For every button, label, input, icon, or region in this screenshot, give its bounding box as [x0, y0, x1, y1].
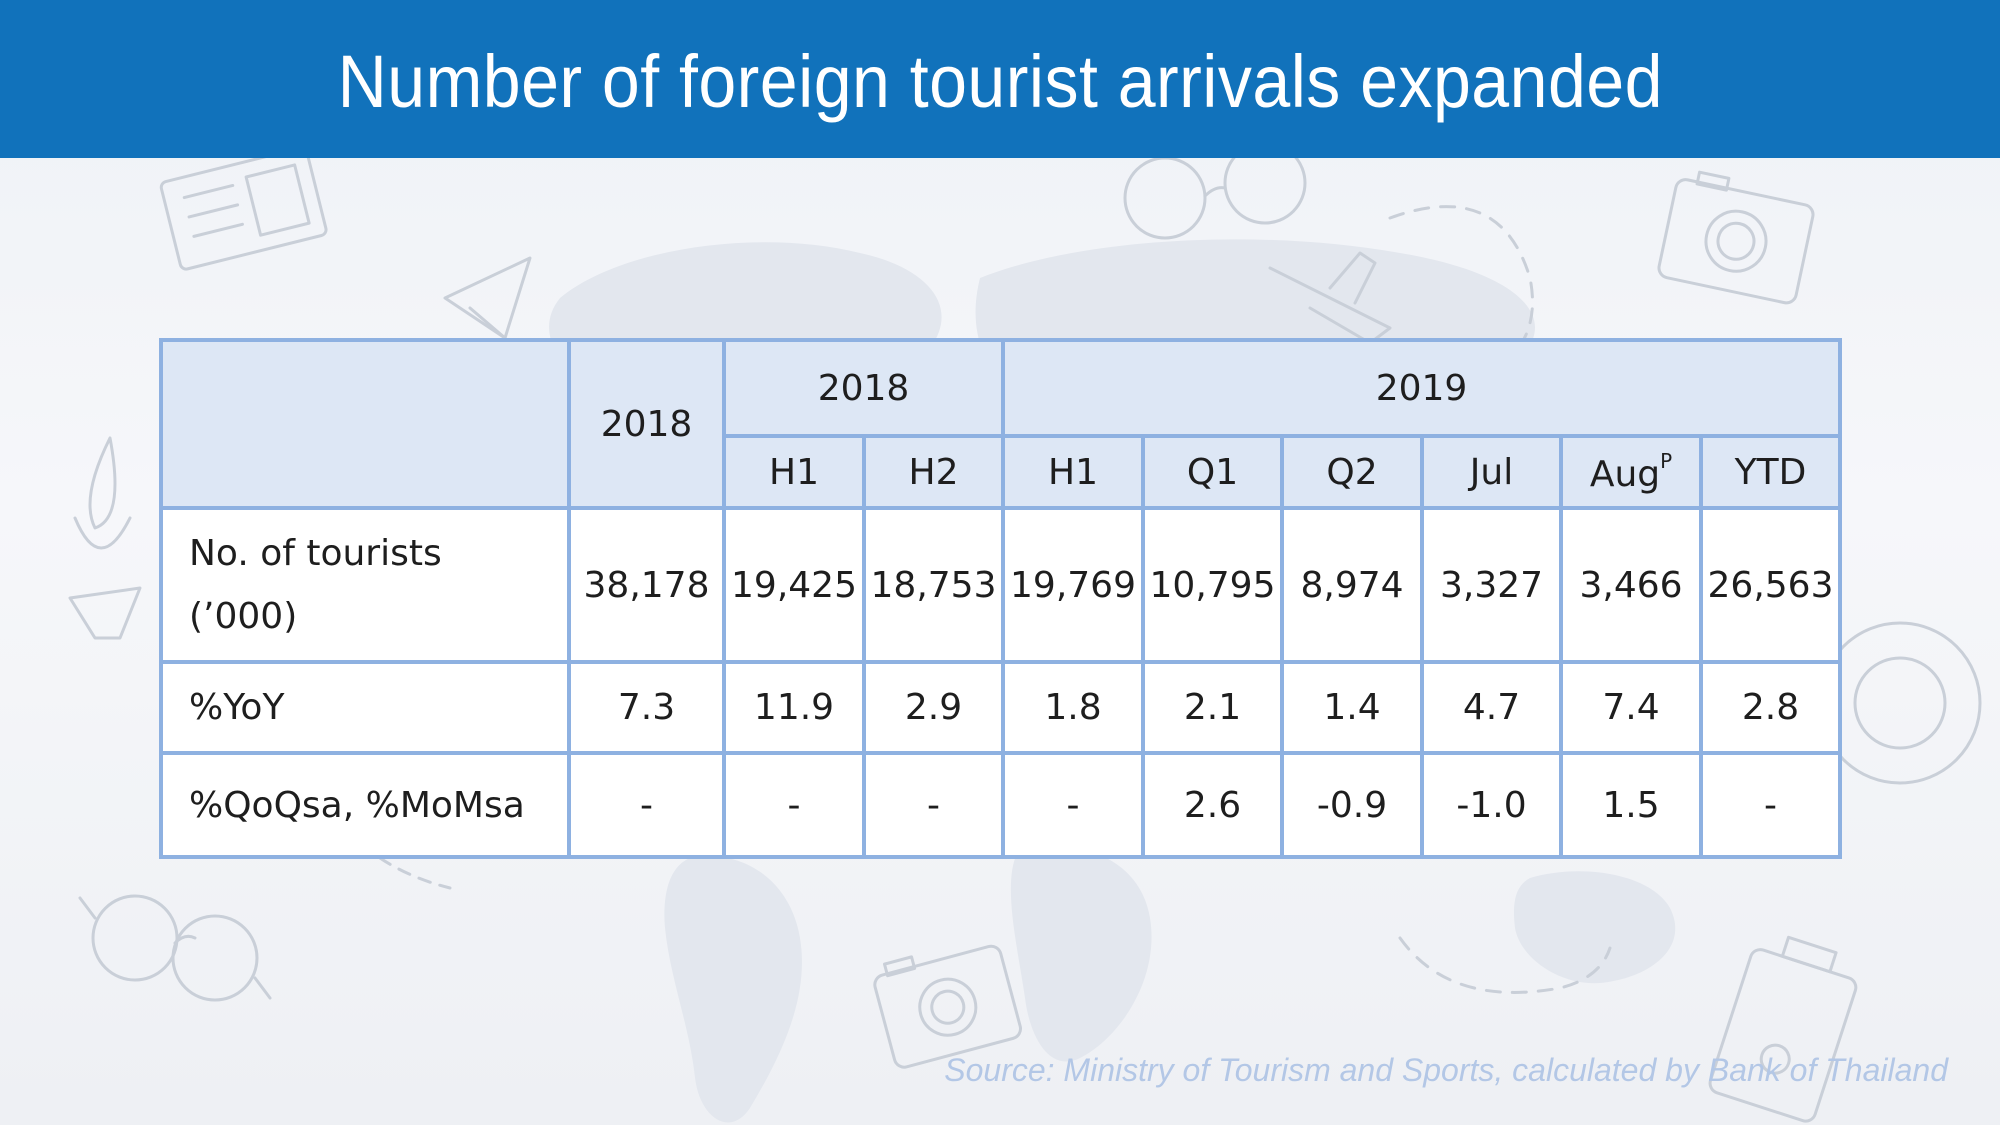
paper-plane-icon — [445, 258, 530, 338]
table-cell: - — [1699, 751, 1842, 859]
table-cell: 3,327 — [1420, 506, 1563, 664]
map-continent-south-america — [664, 856, 802, 1123]
row-label-tourists: No. of tourists (’000) — [159, 506, 571, 664]
table-cell: - — [567, 751, 726, 859]
flight-path — [1390, 207, 1533, 358]
dashed-path-left — [380, 858, 450, 888]
table-cell: 1.4 — [1280, 660, 1424, 755]
table-row: %YoY 7.3 11.9 2.9 1.8 2.1 1.4 4.7 7.4 2.… — [159, 660, 1842, 755]
map-continent-australia — [1513, 871, 1676, 984]
table-cell: 2.1 — [1141, 660, 1284, 755]
table-cell: - — [1001, 751, 1145, 859]
corner-cell — [159, 338, 571, 510]
lifebuoy-icon — [1820, 623, 1980, 783]
header-2018-h2: H2 — [862, 434, 1005, 510]
header-aug-label: Aug — [1589, 454, 1661, 495]
table-cell: 3,466 — [1559, 506, 1703, 664]
header-group-2018: 2018 — [722, 338, 1005, 438]
sunglasses-icon — [80, 896, 270, 1000]
table-cell: 19,769 — [1001, 506, 1145, 664]
table-cell: 11.9 — [722, 660, 866, 755]
luggage-icon — [1707, 928, 1864, 1124]
header-2019-aug: AugP — [1559, 434, 1703, 510]
table-row: %QoQsa, %MoMsa - - - - 2.6 -0.9 -1.0 1.5… — [159, 751, 1842, 859]
camera-icon-bottom — [870, 934, 1023, 1069]
row-label-qoq-mom: %QoQsa, %MoMsa — [159, 751, 571, 859]
table-cell: 7.4 — [1559, 660, 1703, 755]
table-cell: - — [722, 751, 866, 859]
header-2019-ytd: YTD — [1699, 434, 1842, 510]
table-cell: 10,795 — [1141, 506, 1284, 664]
header-year-2018: 2018 — [567, 338, 726, 510]
table-cell: 4.7 — [1420, 660, 1563, 755]
tourist-arrivals-table: 2018 2018 2019 H1 H2 H1 Q1 Q2 Jul AugP Y… — [159, 338, 1842, 859]
source-note: Source: Ministry of Tourism and Sports, … — [944, 1052, 1948, 1088]
page-title: Number of foreign tourist arrivals expan… — [337, 39, 1663, 123]
header-2018-h1: H1 — [722, 434, 866, 510]
title-banner: Number of foreign tourist arrivals expan… — [0, 0, 2000, 158]
row-label-yoy: %YoY — [159, 660, 571, 755]
header-2019-q2: Q2 — [1280, 434, 1424, 510]
row-label-tourists-line1: No. of tourists — [189, 533, 442, 574]
table-cell: 1.8 — [1001, 660, 1145, 755]
table-cell: - — [862, 751, 1005, 859]
camera-icon — [1657, 168, 1817, 305]
table-cell: 1.5 — [1559, 751, 1703, 859]
ticket-icon — [160, 158, 327, 270]
glasses-icon — [1125, 158, 1305, 238]
table-cell: 7.3 — [567, 660, 726, 755]
map-continent-africa — [1010, 845, 1152, 1062]
table-cell: 18,753 — [862, 506, 1005, 664]
table-cell: 2.6 — [1141, 751, 1284, 859]
table-cell: 2.9 — [862, 660, 1005, 755]
header-2019-h1: H1 — [1001, 434, 1145, 510]
table-cell: 26,563 — [1699, 506, 1842, 664]
row-label-tourists-line2: (’000) — [189, 596, 298, 637]
dashed-path-bottom — [1400, 938, 1610, 992]
table-row: No. of tourists (’000) 38,178 19,425 18,7… — [159, 506, 1842, 664]
preliminary-superscript: P — [1660, 449, 1673, 473]
table-cell: -1.0 — [1420, 751, 1563, 859]
table-cell: 38,178 — [567, 506, 726, 664]
header-group-2019: 2019 — [1001, 338, 1842, 438]
table-cell: -0.9 — [1280, 751, 1424, 859]
swimsuit-icon — [70, 438, 140, 638]
header-2019-jul: Jul — [1420, 434, 1563, 510]
table-cell: 2.8 — [1699, 660, 1842, 755]
header-2019-q1: Q1 — [1141, 434, 1284, 510]
airplane-icon — [1270, 253, 1390, 343]
table-cell: 19,425 — [722, 506, 866, 664]
table-cell: 8,974 — [1280, 506, 1424, 664]
